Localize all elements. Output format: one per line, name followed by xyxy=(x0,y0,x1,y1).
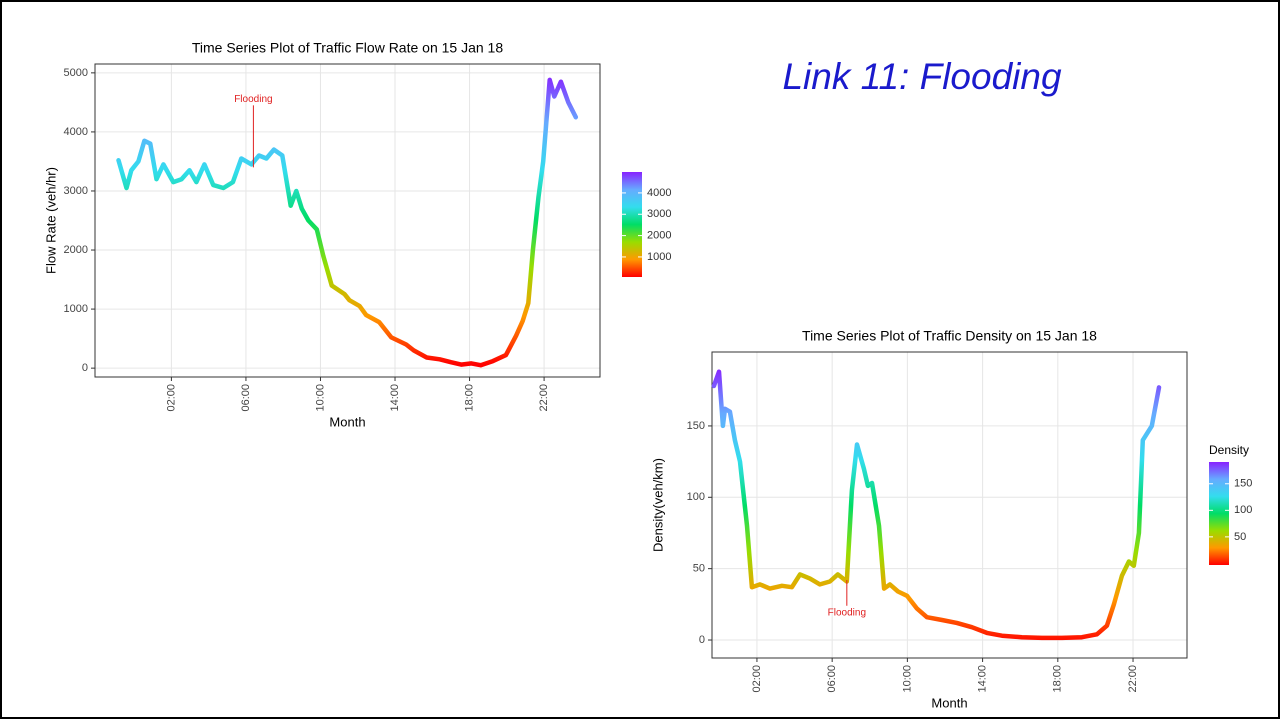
x-tick-label: 10:00 xyxy=(901,665,913,693)
colorbar-label: 1000 xyxy=(647,251,671,263)
y-tick-label: 0 xyxy=(82,362,88,374)
y-tick-label: 50 xyxy=(693,563,705,575)
colorbar xyxy=(622,172,642,277)
x-tick-label: 02:00 xyxy=(165,384,177,412)
x-tick-label: 22:00 xyxy=(538,384,550,412)
x-tick-label: 14:00 xyxy=(389,384,401,412)
x-axis-label: Month xyxy=(329,414,365,429)
data-line xyxy=(711,369,1162,641)
colorbar-title: Density xyxy=(1209,443,1249,457)
colorbar xyxy=(1209,462,1229,565)
chart-title: Time Series Plot of Traffic Flow Rate on… xyxy=(192,40,503,56)
y-tick-label: 0 xyxy=(699,634,705,646)
x-tick-label: 10:00 xyxy=(314,384,326,412)
colorbar-label: 50 xyxy=(1234,531,1246,543)
plot-background xyxy=(712,352,1187,658)
x-tick-label: 18:00 xyxy=(463,384,475,412)
chart-title: Time Series Plot of Traffic Density on 1… xyxy=(802,328,1097,344)
y-tick-label: 150 xyxy=(687,420,705,432)
colorbar-label: 3000 xyxy=(647,208,671,220)
y-axis-label: Density(veh/km) xyxy=(650,458,665,552)
x-tick-label: 14:00 xyxy=(977,665,989,693)
colorbar-label: 4000 xyxy=(647,187,671,199)
x-tick-label: 02:00 xyxy=(751,665,763,693)
x-tick-label: 18:00 xyxy=(1052,665,1064,693)
x-tick-label: 22:00 xyxy=(1127,665,1139,693)
colorbar-label: 100 xyxy=(1234,504,1252,516)
colorbar-label: 150 xyxy=(1234,478,1252,490)
y-tick-label: 2000 xyxy=(64,244,88,256)
y-tick-label: 4000 xyxy=(64,126,88,138)
slide-title: Link 11: Flooding xyxy=(782,56,1061,97)
plot-border xyxy=(711,351,1188,659)
plot-background xyxy=(95,64,600,377)
plot-border xyxy=(94,63,601,378)
y-tick-label: 100 xyxy=(687,491,705,503)
data-line xyxy=(116,77,579,368)
colorbar-label: 2000 xyxy=(647,230,671,242)
y-axis-label: Flow Rate (veh/hr) xyxy=(43,167,58,274)
x-axis-label: Month xyxy=(931,695,967,710)
y-tick-label: 3000 xyxy=(64,185,88,197)
annotation-text: Flooding xyxy=(828,607,866,618)
annotation-text: Flooding xyxy=(234,94,272,105)
x-tick-label: 06:00 xyxy=(240,384,252,412)
y-tick-label: 5000 xyxy=(64,67,88,79)
x-tick-label: 06:00 xyxy=(826,665,838,693)
y-tick-label: 1000 xyxy=(64,303,88,315)
